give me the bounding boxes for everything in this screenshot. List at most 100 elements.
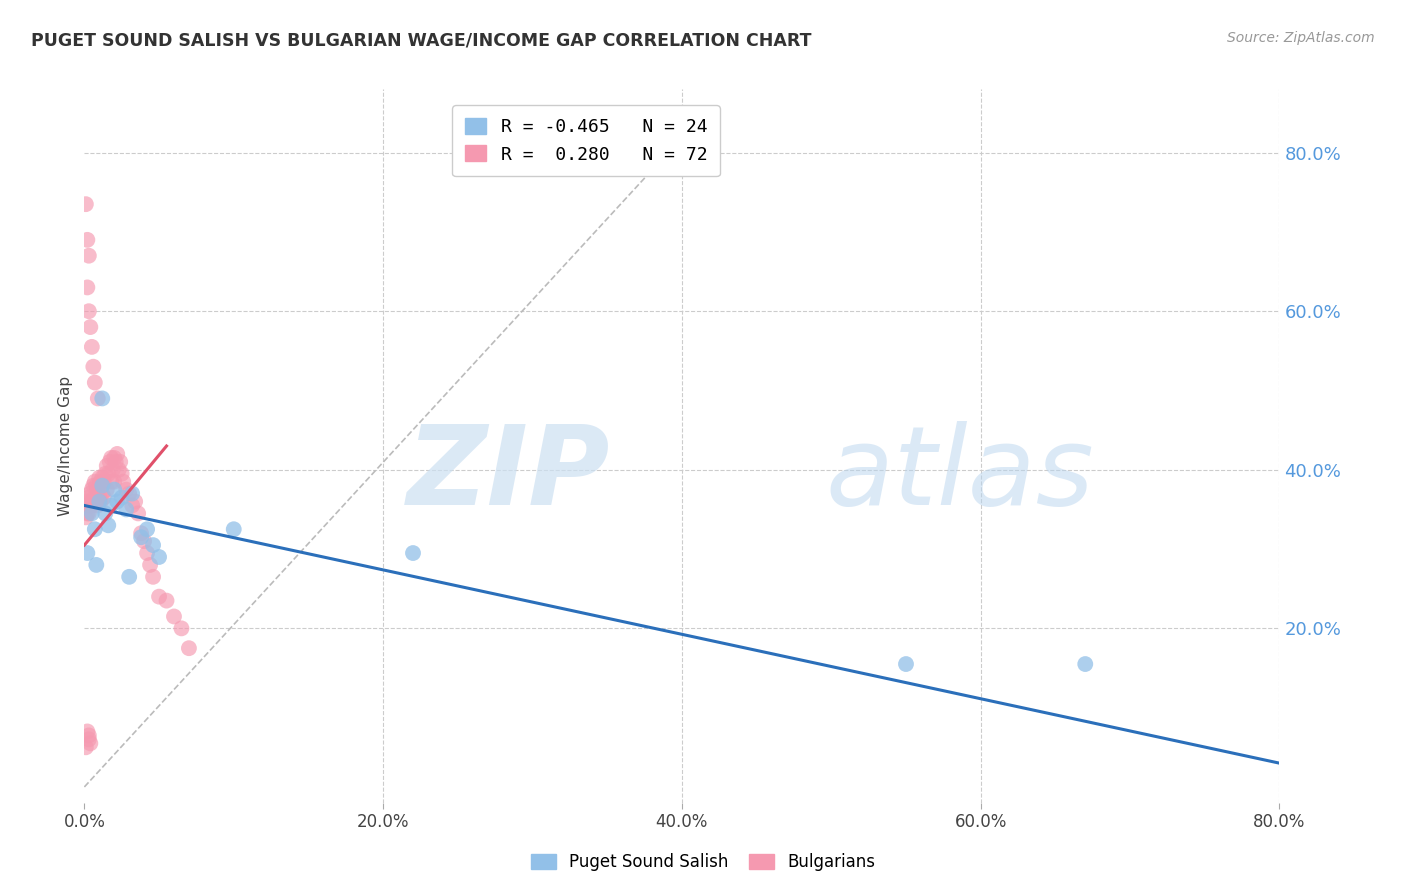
Point	[83, 522, 105, 536]
Point	[79, 486, 101, 500]
Text: ZIP: ZIP	[406, 421, 610, 528]
Point	[115, 502, 138, 516]
Point	[98, 455, 121, 469]
Text: atlas: atlas	[825, 421, 1094, 528]
Point	[86, 494, 108, 508]
Point	[82, 494, 104, 508]
Point	[82, 359, 104, 374]
Point	[124, 494, 146, 508]
Point	[103, 483, 125, 497]
Point	[148, 549, 170, 564]
Point	[75, 197, 97, 211]
Point	[77, 507, 100, 521]
Point	[76, 233, 98, 247]
Point	[97, 467, 120, 481]
Point	[76, 546, 98, 560]
Point	[87, 483, 110, 497]
Point	[105, 447, 128, 461]
Point	[115, 483, 138, 497]
Point	[90, 475, 112, 489]
Point	[222, 522, 245, 536]
Point	[86, 558, 108, 572]
Legend: Puget Sound Salish, Bulgarians: Puget Sound Salish, Bulgarians	[523, 845, 883, 880]
Point	[77, 732, 100, 747]
Point	[77, 249, 100, 263]
Point	[127, 507, 149, 521]
Point	[100, 450, 122, 465]
Point	[94, 467, 117, 481]
Point	[96, 458, 118, 473]
Text: PUGET SOUND SALISH VS BULGARIAN WAGE/INCOME GAP CORRELATION CHART: PUGET SOUND SALISH VS BULGARIAN WAGE/INC…	[31, 31, 811, 49]
Point	[77, 304, 100, 318]
Point	[79, 494, 101, 508]
Point	[894, 657, 917, 671]
Point	[93, 491, 115, 505]
Point	[142, 570, 165, 584]
Point	[89, 491, 111, 505]
Point	[76, 280, 98, 294]
Point	[118, 486, 141, 500]
Point	[155, 593, 177, 607]
Point	[75, 740, 97, 755]
Point	[177, 641, 200, 656]
Point	[110, 455, 132, 469]
Point	[76, 507, 98, 521]
Point	[112, 475, 135, 489]
Point	[90, 494, 112, 508]
Point	[94, 507, 117, 521]
Point	[76, 724, 98, 739]
Point	[83, 491, 105, 505]
Point	[139, 558, 162, 572]
Point	[142, 538, 165, 552]
Point	[107, 463, 129, 477]
Point	[80, 507, 103, 521]
Point	[89, 494, 111, 508]
Point	[80, 499, 103, 513]
Point	[77, 491, 100, 505]
Point	[87, 392, 110, 406]
Point	[91, 471, 114, 485]
Point	[100, 499, 122, 513]
Point	[93, 475, 115, 489]
Point	[136, 522, 159, 536]
Point	[118, 570, 141, 584]
Point	[170, 621, 193, 635]
Point	[80, 340, 103, 354]
Point	[101, 463, 124, 477]
Point	[76, 499, 98, 513]
Point	[136, 546, 159, 560]
Point	[132, 534, 156, 549]
Point	[80, 483, 103, 497]
Point	[105, 494, 128, 508]
Point	[129, 530, 152, 544]
Point	[83, 376, 105, 390]
Point	[402, 546, 425, 560]
Text: Source: ZipAtlas.com: Source: ZipAtlas.com	[1227, 31, 1375, 45]
Point	[96, 483, 118, 497]
Point	[100, 475, 122, 489]
Point	[129, 526, 152, 541]
Point	[148, 590, 170, 604]
Point	[86, 478, 108, 492]
Point	[87, 499, 110, 513]
Point	[75, 510, 97, 524]
Point	[97, 518, 120, 533]
Point	[111, 491, 134, 505]
Point	[79, 320, 101, 334]
Point	[89, 471, 111, 485]
Point	[103, 475, 125, 489]
Point	[103, 450, 125, 465]
Y-axis label: Wage/Income Gap: Wage/Income Gap	[58, 376, 73, 516]
Point	[111, 467, 134, 481]
Point	[77, 728, 100, 742]
Point	[75, 494, 97, 508]
Point	[163, 609, 186, 624]
Point	[91, 486, 114, 500]
Legend: R = -0.465   N = 24, R =  0.280   N = 72: R = -0.465 N = 24, R = 0.280 N = 72	[451, 105, 720, 177]
Point	[82, 478, 104, 492]
Point	[104, 455, 127, 469]
Point	[91, 478, 114, 492]
Point	[121, 486, 143, 500]
Point	[83, 475, 105, 489]
Point	[121, 499, 143, 513]
